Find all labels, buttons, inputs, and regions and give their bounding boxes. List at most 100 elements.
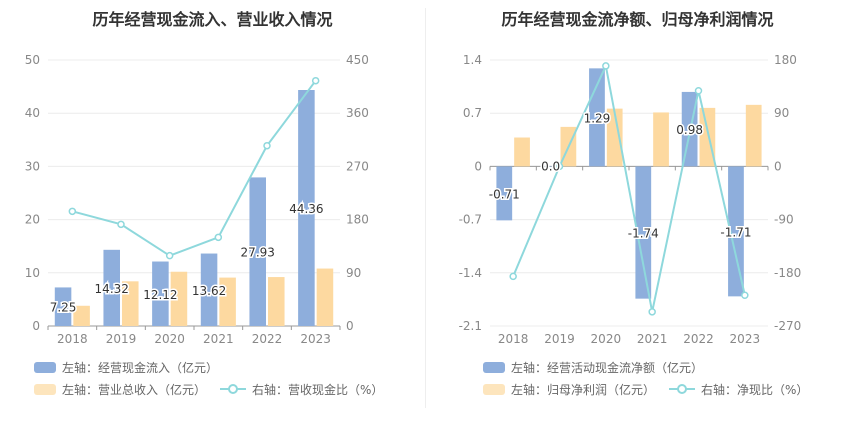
left-axis-tick-label: 20 [25,213,40,227]
legend-swatch [34,361,56,373]
line-point [117,220,125,229]
data-label: 7.25 [50,301,77,315]
left-axis-tick-label: 50 [25,53,40,67]
x-axis-tick-label: 2018 [498,332,529,346]
data-label: -1.71 [720,225,751,239]
chart-title: 历年经营现金流入、营业收入情况 [92,10,333,29]
chart-panel-cash-inflow: 历年经营现金流入、营业收入情况 0 0 10 90 20 180 30 270 40 360 50 4… [25,10,397,400]
data-label: 12.12 [143,288,177,302]
line-point [263,141,271,150]
left-axis-tick-label: 0.7 [463,106,482,120]
right-axis-tick-label: 90 [774,106,789,120]
left-axis-tick-label: 30 [25,159,40,173]
right-axis-tick-label: 450 [346,53,369,67]
x-axis-tick-label: 2022 [683,332,714,346]
line-point [214,233,223,242]
bar-secondary [268,277,285,326]
legend-label: 左轴：经营现金流入（亿元） [62,360,219,375]
legend-item-revenue[interactable]: 左轴：营业总收入（亿元） [34,381,206,398]
data-label: 0.0 [541,159,560,173]
x-axis-tick-label: 2019 [544,332,575,346]
x-axis-tick-label: 2021 [203,332,234,346]
data-label: 27.93 [241,246,275,260]
chart-plot-area: -2.1 -270 -1.4 -180 -0.7 -90 0 0 0.7 90 1.4 180 2018… [459,53,802,346]
left-axis-tick-label: 40 [25,106,40,120]
legend-swatch [34,383,56,395]
chart-legend: 左轴：经营现金流入（亿元） 左轴：营业总收入（亿元） 右轴：营收现金比（%） [34,356,397,400]
legend-label: 左轴：归母净利润（亿元） [511,382,656,397]
line-series [72,80,317,257]
left-axis-tick-label: 10 [25,266,40,280]
legend-item-net-cash-ratio[interactable]: 右轴：净现比（%） [669,381,808,398]
legend-label: 左轴：营业总收入（亿元） [62,382,207,397]
legend-swatch [483,383,505,395]
bar-secondary [745,104,762,167]
left-axis-tick-label: -1.4 [459,266,482,280]
legend-label: 右轴：营收现金比（%） [252,382,384,397]
x-axis-tick-label: 2018 [57,332,88,346]
bar-primary [249,177,266,326]
line-point [509,272,517,281]
line-point [165,251,174,260]
right-axis-tick-label: 90 [346,266,361,280]
bar-secondary [170,271,188,326]
legend-swatch [483,361,505,373]
bar-secondary [316,268,334,326]
legend-line-marker [669,384,696,394]
legend-item-net-profit[interactable]: 左轴：归母净利润（亿元） [483,381,655,398]
chart-plot-area: 0 0 10 90 20 180 30 270 40 360 50 450 2018 2019 2020 20… [25,53,369,346]
bar-primary [54,287,72,326]
x-axis-tick-label: 2023 [730,332,761,346]
left-axis-tick-label: 0 [32,319,40,333]
line-point [311,76,320,85]
data-label: -1.74 [628,227,659,241]
right-axis-tick-label: 270 [346,159,369,173]
bar-primary [152,261,169,326]
bar-secondary [122,281,139,326]
line-series [512,62,746,313]
bar-primary [496,166,513,221]
line-point [741,291,749,300]
data-label: 14.32 [95,282,129,296]
bar-secondary [73,305,90,326]
bar-primary [728,166,744,297]
left-axis-tick-label: 0 [474,159,482,173]
right-axis-tick-label: -90 [774,213,794,227]
right-axis-tick-label: 0 [774,159,782,173]
right-axis-tick-label: -180 [774,266,801,280]
left-axis-tick-label: -2.1 [459,319,482,333]
x-axis-tick-label: 2021 [637,332,668,346]
legend-item-net-cash[interactable]: 左轴：经营活动现金流净额（亿元） [483,359,703,376]
x-axis-tick-label: 2020 [154,332,185,346]
right-axis-tick-label: 180 [346,213,369,227]
chart-title: 历年经营现金流净额、归母净利润情况 [501,10,774,29]
legend-label: 左轴：经营活动现金流净额（亿元） [511,360,704,375]
data-label: 0.98 [676,123,703,137]
x-axis-tick-label: 2019 [106,332,137,346]
bar-primary [298,90,315,327]
legend-item-cash-ratio[interactable]: 右轴：营收现金比（%） [220,381,383,398]
right-axis-tick-label: -270 [774,319,801,333]
chart-legend: 左轴：经营活动现金流净额（亿元） 左轴：归母净利润（亿元） 右轴：净现比（%） [483,356,822,400]
line-point [602,62,610,70]
chart-panel-net-cash: 历年经营现金流净额、归母净利润情况 -2.1 -270 -1.4 -180 -0.7 -9… [425,0,850,437]
right-axis-tick-label: 180 [774,53,797,67]
line-point [694,86,703,95]
left-axis-tick-label: 1.4 [463,53,482,67]
right-axis-tick-label: 0 [346,319,354,333]
x-axis-tick-label: 2023 [300,332,331,346]
bar-primary [200,253,218,326]
bar-secondary [219,277,236,326]
line-point [648,308,656,316]
data-label: 1.29 [584,111,611,125]
data-label: 13.62 [192,284,226,298]
x-axis-tick-label: 2020 [591,332,622,346]
bar-primary [103,249,120,326]
legend-item-cash-inflow[interactable]: 左轴：经营现金流入（亿元） [34,359,218,376]
bar-secondary [606,108,623,167]
bar-primary [542,166,559,167]
line-point [555,162,564,171]
panel-divider [425,8,426,408]
bar-primary [635,166,652,299]
x-axis-tick-label: 2022 [252,332,283,346]
